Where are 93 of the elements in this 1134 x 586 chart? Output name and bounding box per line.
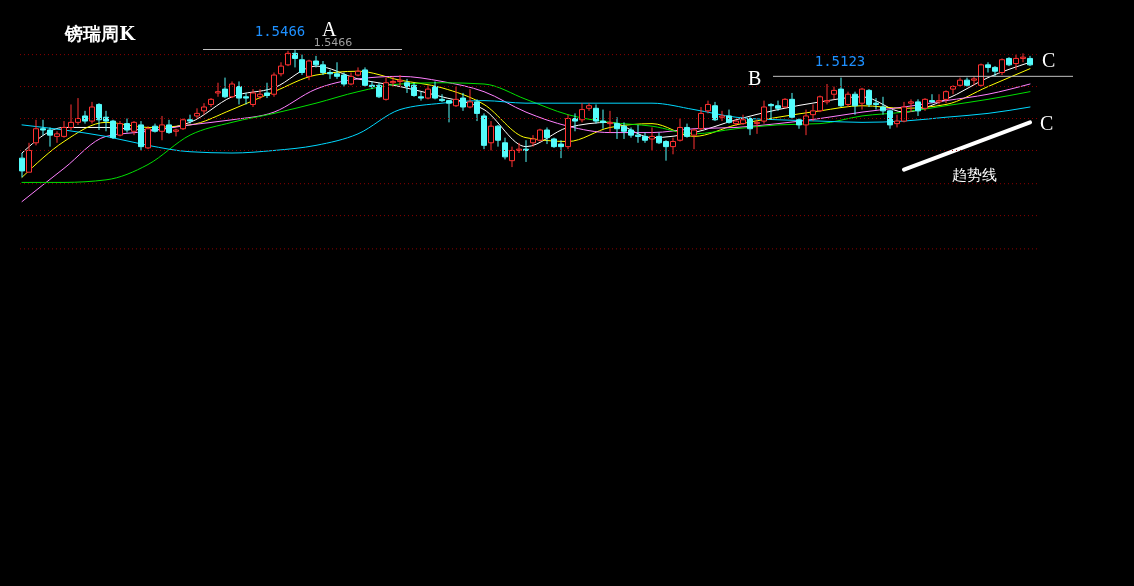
candlestick: [502, 137, 508, 160]
candlestick: [803, 109, 809, 136]
annotation: 趋势线: [951, 166, 997, 184]
ref-line-label: B: [748, 67, 762, 89]
candlestick: [684, 123, 690, 139]
candlestick: [264, 82, 270, 99]
candlestick: [495, 124, 501, 148]
candlestick: [271, 72, 277, 98]
candlestick: [649, 126, 655, 151]
candlestick: [306, 59, 312, 81]
candlestick: [33, 119, 39, 146]
candlestick: [677, 118, 683, 143]
candlestick: [278, 61, 284, 77]
candlestick: [215, 82, 221, 98]
candlestick: [194, 107, 200, 120]
candlestick: [922, 97, 928, 112]
candlestick: [19, 152, 25, 178]
candlestick: [481, 112, 487, 150]
candlestick: [544, 126, 550, 145]
candlestick: [453, 86, 459, 108]
candlestick: [670, 137, 676, 155]
candlestick: [201, 102, 207, 116]
candlestick: [586, 102, 592, 112]
candlestick: [460, 92, 466, 112]
candlestick: [523, 139, 529, 163]
candlestick: [747, 116, 753, 136]
candlestick: [509, 146, 515, 168]
candlestick: [131, 120, 137, 136]
candlestick: [698, 106, 704, 131]
candlestick: [467, 88, 473, 109]
candlestick: [607, 110, 613, 134]
candlestick: [691, 128, 697, 150]
chart-title: 镑瑞周K: [64, 23, 137, 44]
candlestick: [572, 112, 578, 132]
candlestick: [915, 98, 921, 117]
candlestick: [782, 97, 788, 109]
candlestick: [124, 118, 130, 134]
candlestick: [145, 125, 151, 150]
candlestick: [299, 54, 305, 76]
candlestick: [754, 119, 760, 135]
candlestick: [950, 84, 956, 95]
text: 1.5466: [254, 23, 306, 39]
candlestick: [26, 142, 32, 173]
candlestick: [726, 109, 732, 125]
candlestick: [187, 114, 193, 125]
candlestick: [159, 115, 165, 141]
candlestick: [712, 101, 718, 122]
candlestick: [418, 91, 424, 102]
text: 1.5466: [313, 36, 353, 49]
candlestick: [936, 93, 942, 105]
candlestick: [138, 120, 144, 151]
candlestick: [943, 89, 949, 104]
candlestick: [838, 77, 844, 108]
candlestick: [579, 102, 585, 123]
annotation: C: [1040, 112, 1054, 134]
candlestick: [859, 87, 865, 111]
candlestick: [852, 91, 858, 116]
candlestick: [796, 118, 802, 130]
candlestick: [152, 123, 158, 134]
candlestick: [166, 119, 172, 135]
candlestick: [425, 84, 431, 100]
candlestick: [474, 98, 480, 122]
candlestick: [957, 77, 963, 88]
candlestick: [355, 66, 361, 77]
candlestick: [705, 100, 711, 114]
candlestick: [1006, 56, 1012, 67]
candlestick: [831, 86, 837, 100]
candlestick: [488, 120, 494, 151]
annotation: 1.5123: [814, 53, 866, 69]
candlestick: [565, 114, 571, 150]
candlestick: [285, 50, 291, 67]
candlestick: [173, 128, 179, 137]
candlestick: [89, 101, 95, 125]
candlestick: [208, 97, 214, 108]
candlestick: [222, 77, 228, 99]
candlestick: [229, 80, 235, 99]
candlestick: [908, 98, 914, 113]
candlestick: [999, 57, 1005, 76]
candlestick: [789, 92, 795, 120]
candlestick: [1027, 55, 1033, 67]
candlestick: [929, 93, 935, 104]
candlestick: [516, 142, 522, 154]
candlestick: [845, 91, 851, 108]
candlestick: [761, 100, 767, 125]
candlestick: [180, 118, 186, 131]
candlestick: [432, 80, 438, 100]
candlestick: [719, 110, 725, 122]
candlestick: [348, 72, 354, 86]
candlestick: [964, 77, 970, 88]
candlestick: [292, 49, 298, 68]
candlestick: [82, 110, 88, 125]
text: C: [1042, 49, 1056, 71]
candlestick: [117, 120, 123, 137]
